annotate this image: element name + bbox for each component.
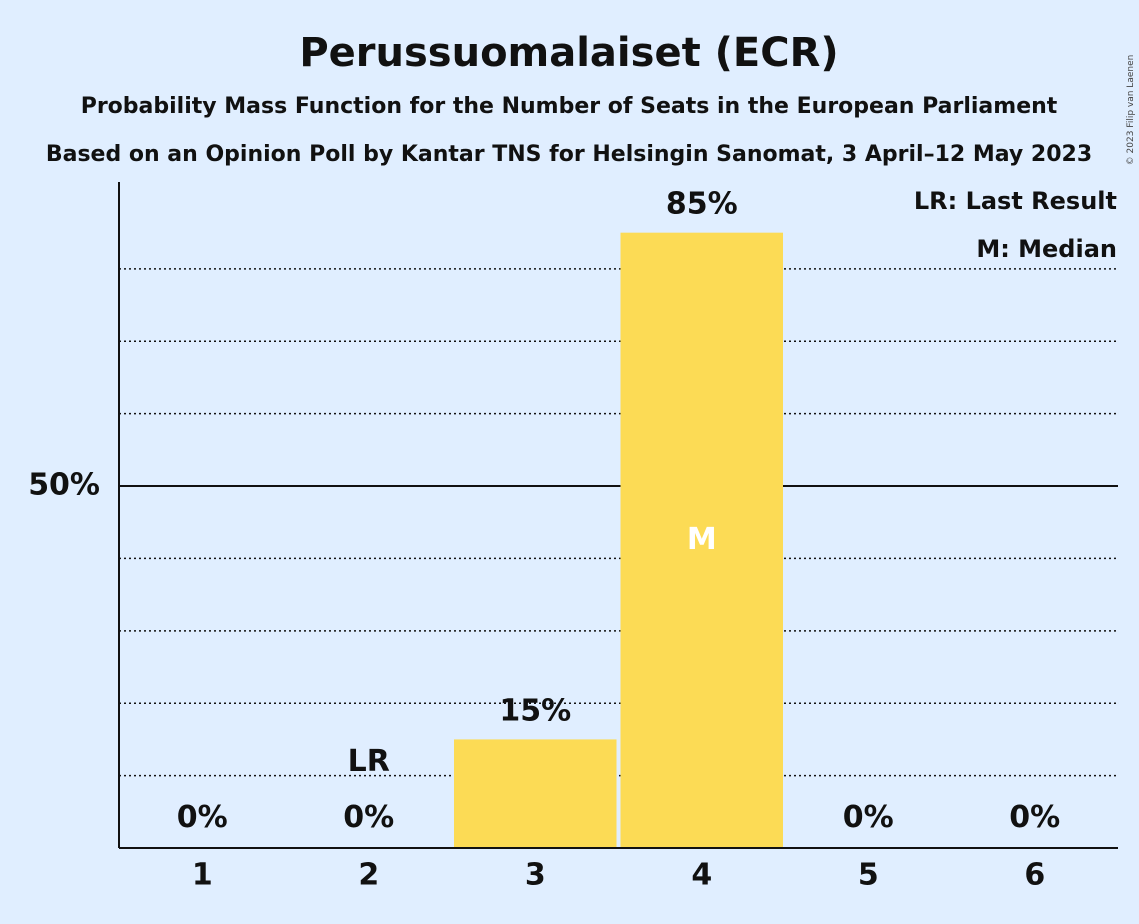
bar-4 (620, 232, 783, 848)
median-marker: M (687, 522, 717, 557)
chart-subtitle-source: Based on an Opinion Poll by Kantar TNS f… (46, 142, 1092, 167)
legend-median: M: Median (976, 235, 1117, 263)
x-tick-label-2: 2 (358, 858, 379, 893)
x-tick-label-5: 5 (858, 858, 879, 893)
value-label-2: 0% (343, 800, 394, 835)
legend-last-result: LR: Last Result (914, 187, 1117, 215)
y-tick-label-50: 50% (28, 468, 100, 503)
chart-subtitle: Probability Mass Function for the Number… (81, 94, 1058, 119)
value-label-1: 0% (177, 800, 228, 835)
grid-lines (119, 268, 1118, 777)
data-labels: 0% 0% LR 15% M 85% 0% 0% (177, 187, 1060, 835)
bar-3 (454, 739, 617, 848)
value-label-3: 15% (499, 693, 571, 728)
last-result-marker: LR (348, 744, 390, 779)
bars (454, 232, 783, 848)
x-tick-label-4: 4 (691, 858, 712, 893)
x-tick-label-1: 1 (192, 858, 213, 893)
value-label-5: 0% (843, 800, 894, 835)
value-label-4: 85% (666, 187, 738, 222)
chart-title: Perussuomalaiset (ECR) (299, 30, 838, 76)
x-tick-label-6: 6 (1024, 858, 1045, 893)
copyright-notice: © 2023 Filip van Laenen (1126, 55, 1136, 166)
axes: 1 2 3 4 5 6 50% (28, 182, 1118, 893)
value-label-6: 0% (1009, 800, 1060, 835)
x-tick-label-3: 3 (525, 858, 546, 893)
